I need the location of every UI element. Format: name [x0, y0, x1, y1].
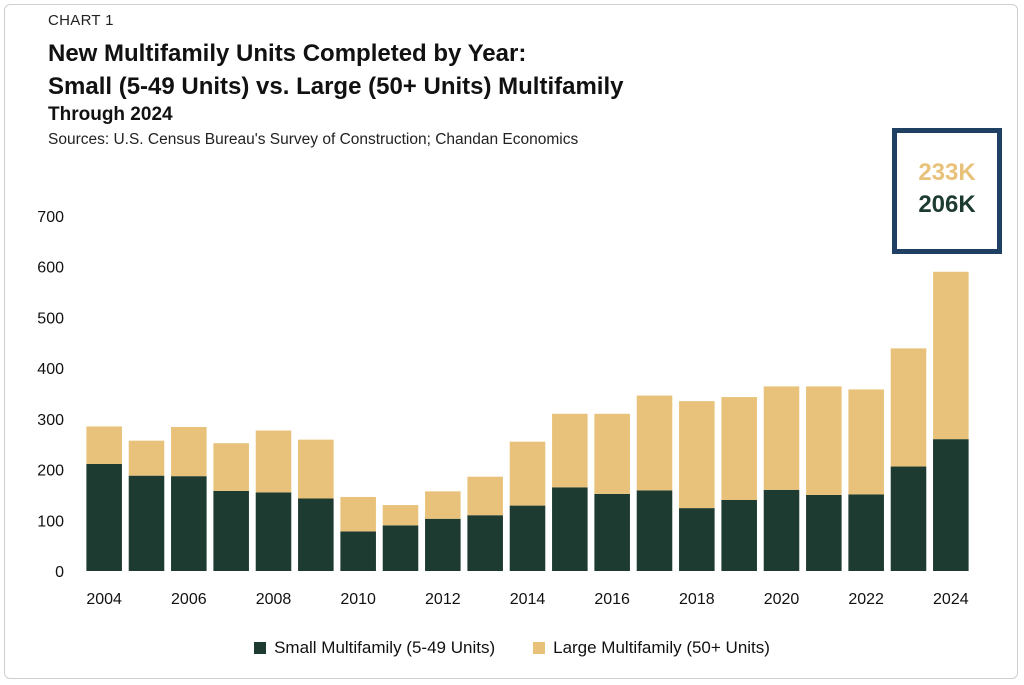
bar-large-2020 [763, 386, 800, 490]
bar-small-2024 [933, 439, 969, 571]
chart-title-line-1: New Multifamily Units Completed by Year: [48, 40, 527, 67]
legend-label-small: Small Multifamily (5-49 Units) [274, 638, 496, 657]
bar-small-2015 [552, 487, 588, 571]
chart-source: Sources: U.S. Census Bureau's Survey of … [48, 131, 579, 148]
x-tick-label: 2010 [340, 591, 376, 608]
legend-item-large: Large Multifamily (50+ Units) [533, 638, 770, 658]
chart-title-line-2: Small (5-49 Units) vs. Large (50+ Units)… [48, 73, 624, 100]
legend-swatch-large [533, 642, 546, 654]
bar-small-2007 [213, 490, 249, 571]
bar-small-2011 [382, 525, 419, 571]
legend-label-large: Large Multifamily (50+ Units) [553, 638, 770, 657]
bar-small-2017 [636, 490, 673, 571]
x-tick-label: 2014 [510, 591, 546, 608]
x-tick-label: 2022 [848, 591, 884, 608]
bar-large-2019 [721, 397, 757, 500]
bar-large-2011 [382, 505, 419, 526]
bar-large-2018 [679, 401, 715, 509]
bar-large-2024 [933, 271, 969, 440]
bar-small-2006 [171, 476, 207, 571]
callout-small-value: 206K [918, 191, 976, 218]
legend: Small Multifamily (5-49 Units) Large Mul… [0, 638, 1024, 658]
bar-small-2018 [679, 508, 715, 571]
y-tick-label: 600 [37, 260, 64, 277]
bar-large-2013 [467, 476, 503, 516]
chart-label: CHART 1 [48, 12, 114, 29]
bar-small-2019 [721, 500, 757, 571]
bar-large-2021 [806, 386, 842, 495]
bar-large-2007 [213, 443, 249, 491]
bar-large-2006 [171, 426, 207, 477]
y-tick-label: 400 [37, 361, 64, 378]
legend-item-small: Small Multifamily (5-49 Units) [254, 638, 495, 658]
chart-subtitle: Through 2024 [48, 104, 173, 125]
x-tick-label: 2008 [256, 591, 292, 608]
bar-large-2023 [890, 348, 927, 467]
y-tick-label: 200 [37, 463, 64, 480]
callout-large-value: 233K [918, 159, 976, 186]
y-tick-label: 700 [37, 209, 64, 226]
bar-small-2021 [806, 494, 842, 571]
legend-swatch-small [254, 642, 267, 654]
bar-large-2004 [86, 426, 122, 464]
bar-small-2014 [509, 505, 546, 571]
chart-title: New Multifamily Units Completed by Year:… [48, 37, 623, 103]
x-tick-label: 2012 [425, 591, 461, 608]
bar-small-2013 [467, 515, 503, 571]
x-tick-label: 2024 [933, 591, 969, 608]
bar-small-2012 [425, 518, 461, 571]
bar-large-2022 [848, 389, 884, 495]
y-tick-label: 100 [37, 513, 64, 530]
bar-small-2022 [848, 494, 884, 571]
x-tick-label: 2006 [171, 591, 207, 608]
y-tick-label: 300 [37, 412, 64, 429]
bar-large-2008 [255, 430, 292, 493]
bar-large-2014 [509, 441, 546, 506]
bar-small-2016 [594, 493, 630, 571]
bar-large-2017 [636, 395, 673, 491]
bar-small-2008 [255, 492, 292, 571]
y-tick-label: 0 [55, 564, 64, 581]
bar-large-2015 [552, 413, 588, 488]
bar-large-2010 [340, 496, 376, 532]
x-tick-label: 2020 [764, 591, 800, 608]
bar-small-2004 [86, 463, 122, 571]
bar-large-2016 [594, 413, 630, 494]
x-tick-label: 2004 [86, 591, 122, 608]
y-tick-label: 500 [37, 310, 64, 327]
callout-box: 233K 206K [892, 128, 1002, 254]
x-tick-label: 2016 [594, 591, 630, 608]
bar-small-2009 [298, 498, 334, 571]
bar-large-2009 [298, 439, 334, 499]
x-tick-label: 2018 [679, 591, 715, 608]
bar-large-2005 [128, 440, 165, 476]
bar-large-2012 [425, 491, 461, 519]
bar-small-2010 [340, 531, 376, 571]
bar-small-2023 [890, 466, 927, 571]
bar-small-2020 [763, 489, 800, 571]
bar-small-2005 [128, 475, 165, 571]
chart-frame [4, 4, 1018, 679]
